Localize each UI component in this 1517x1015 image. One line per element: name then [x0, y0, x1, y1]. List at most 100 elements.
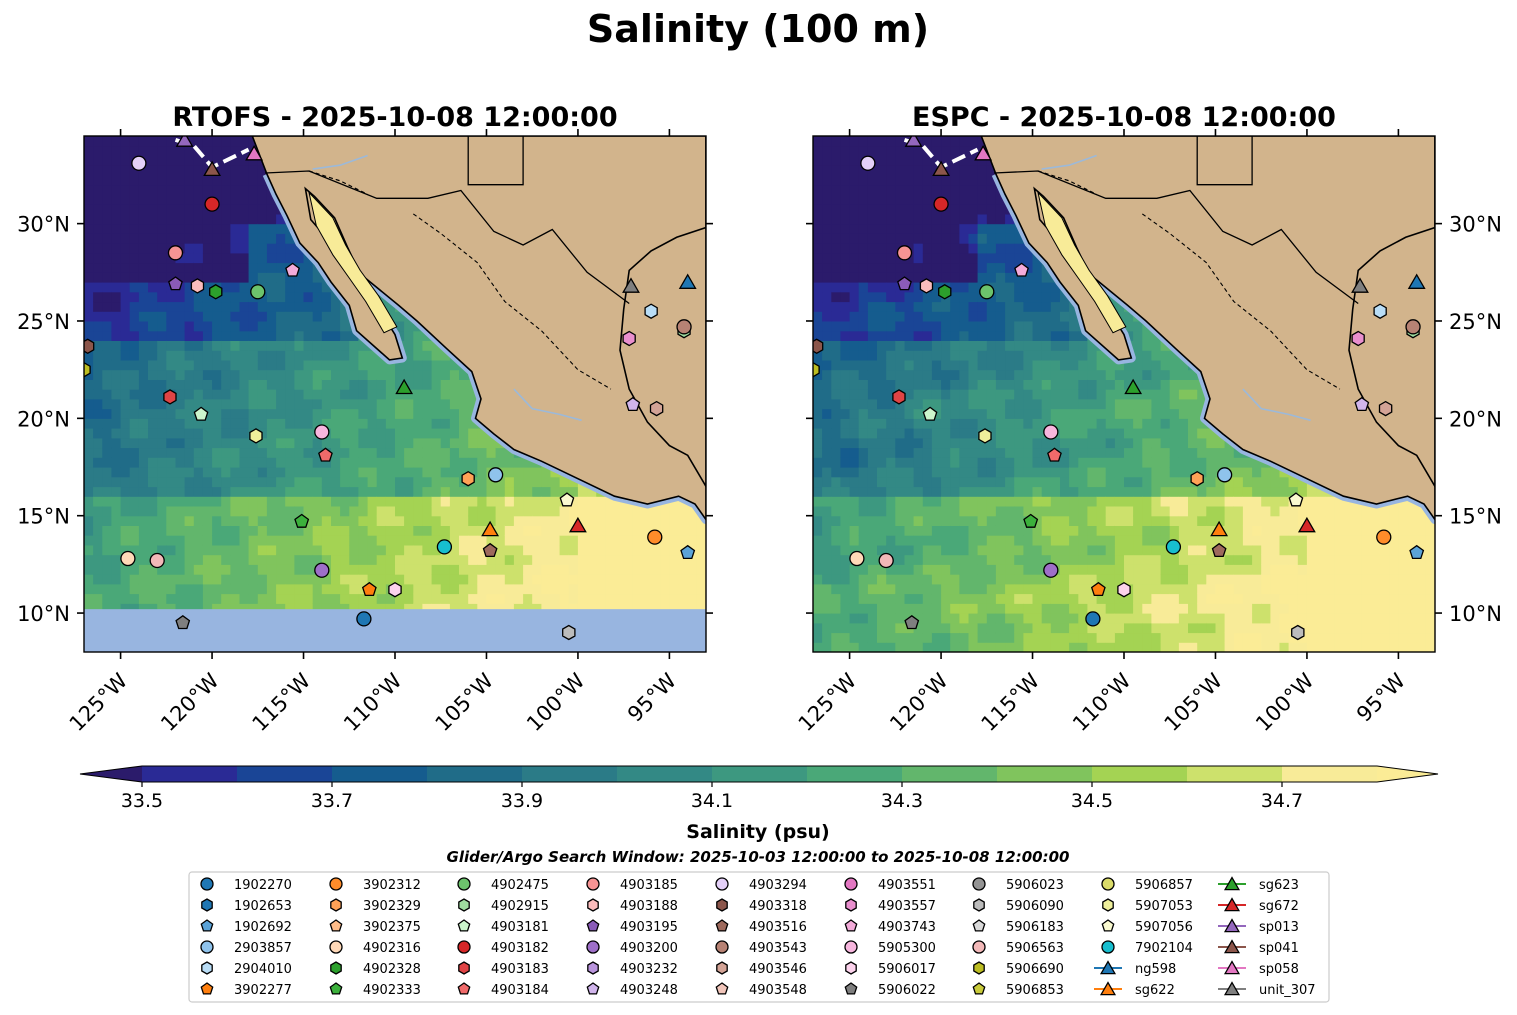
salinity-cell: [157, 204, 167, 215]
salinity-cell: [877, 213, 887, 225]
salinity-cell: [913, 311, 924, 322]
salinity-cell: [642, 525, 652, 536]
salinity-cell: [321, 398, 332, 410]
salinity-cell: [1014, 398, 1024, 410]
salinity-cell: [959, 330, 970, 341]
salinity-cell: [831, 457, 841, 468]
salinity-cell: [459, 418, 469, 429]
salinity-cell: [376, 476, 387, 488]
salinity-cell: [285, 330, 295, 341]
salinity-cell: [212, 136, 222, 147]
salinity-cell: [1023, 467, 1034, 478]
salinity-cell: [913, 554, 924, 565]
salinity-cell: [977, 330, 988, 341]
salinity-cell: [440, 389, 451, 400]
argo-float-marker: [559, 492, 575, 507]
salinity-cell: [840, 252, 851, 264]
salinity-cell: [977, 389, 988, 400]
salinity-cell: [129, 369, 140, 380]
salinity-cell: [202, 467, 213, 478]
salinity-cell: [995, 564, 1006, 575]
salinity-cell: [404, 583, 414, 595]
salinity-cell: [239, 535, 250, 546]
salinity-cell: [513, 496, 524, 507]
salinity-cell: [303, 525, 314, 536]
salinity-cell: [858, 613, 869, 624]
salinity-cell: [559, 535, 570, 546]
salinity-cell: [129, 437, 140, 449]
salinity-cell: [331, 398, 341, 410]
salinity-cell: [166, 428, 176, 439]
argo-float-marker: [294, 513, 310, 528]
salinity-cell: [831, 184, 841, 195]
salinity-cell: [950, 496, 960, 507]
salinity-cell: [230, 593, 241, 604]
salinity-cell: [340, 554, 350, 565]
salinity-cell: [294, 291, 305, 303]
salinity-cell: [266, 603, 277, 614]
salinity-cell: [950, 457, 960, 468]
salinity-cell: [913, 262, 924, 273]
salinity-cell: [193, 554, 204, 565]
salinity-cell: [129, 321, 140, 332]
salinity-cell: [678, 583, 689, 595]
salinity-cell: [895, 204, 905, 215]
salinity-cell: [257, 223, 268, 234]
salinity-cell: [340, 506, 350, 517]
salinity-cell: [831, 174, 841, 186]
salinity-cell: [93, 564, 103, 575]
salinity-cell: [995, 379, 1006, 390]
salinity-cell: [395, 574, 405, 585]
salinity-cell: [349, 467, 359, 478]
salinity-cell: [977, 535, 988, 546]
salinity-cell: [632, 554, 643, 565]
salinity-cell: [877, 535, 887, 546]
salinity-cell: [294, 603, 305, 614]
salinity-cell: [175, 321, 186, 332]
salinity-cell: [678, 554, 689, 565]
salinity-cell: [358, 408, 369, 419]
salinity-cell: [941, 233, 951, 244]
salinity-cell: [221, 165, 231, 176]
salinity-cell: [831, 330, 841, 341]
salinity-cell: [840, 418, 851, 429]
salinity-cell: [93, 194, 103, 205]
salinity-cell: [257, 213, 268, 225]
salinity-cell: [1023, 282, 1034, 293]
salinity-cell: [858, 467, 869, 478]
salinity-cell: [568, 603, 579, 614]
salinity-cell: [895, 174, 905, 186]
salinity-cell: [541, 515, 552, 526]
salinity-cell: [849, 136, 860, 147]
salinity-cell: [303, 486, 314, 497]
salinity-cell: [877, 486, 887, 497]
salinity-cell: [93, 282, 103, 293]
salinity-cell: [1023, 603, 1034, 614]
salinity-cell: [230, 136, 241, 147]
salinity-cell: [1005, 593, 1015, 604]
salinity-cell: [294, 330, 305, 341]
salinity-cell: [276, 515, 286, 526]
salinity-cell: [849, 622, 860, 634]
salinity-cell: [523, 486, 533, 497]
salinity-cell: [248, 204, 259, 215]
salinity-cell: [550, 496, 561, 507]
salinity-cell: [285, 593, 295, 604]
salinity-cell: [895, 359, 905, 371]
salinity-cell: [959, 165, 970, 176]
salinity-cell: [111, 535, 122, 546]
salinity-cell: [331, 321, 341, 332]
salinity-cell: [995, 574, 1006, 585]
salinity-cell: [102, 194, 112, 205]
salinity-cell: [239, 408, 250, 419]
salinity-cell: [193, 467, 204, 478]
salinity-cell: [550, 554, 561, 565]
salinity-cell: [120, 145, 131, 156]
salinity-cell: [532, 515, 542, 526]
salinity-cell: [349, 457, 359, 468]
salinity-cell: [913, 194, 924, 205]
salinity-cell: [257, 544, 268, 556]
salinity-cell: [1005, 379, 1015, 390]
salinity-cell: [129, 486, 140, 497]
salinity-cell: [931, 301, 942, 312]
